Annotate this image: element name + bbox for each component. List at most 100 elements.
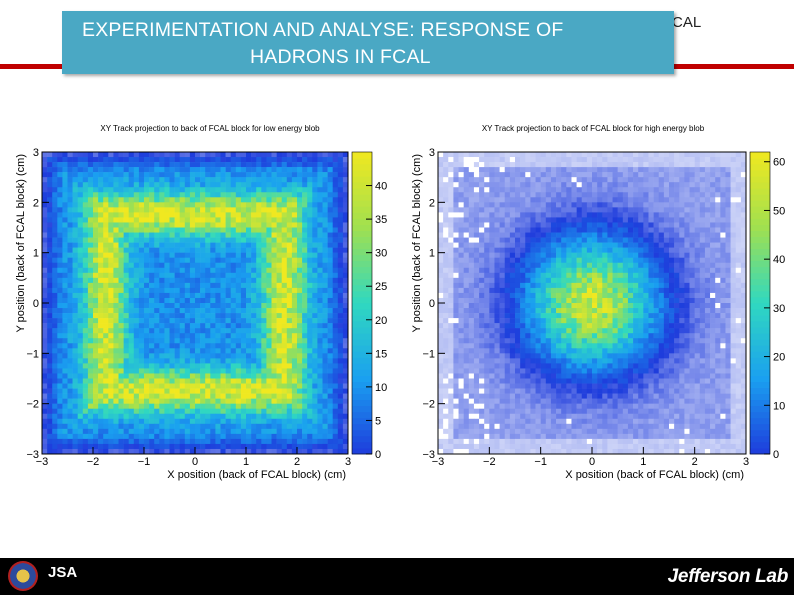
heatmap-cell xyxy=(479,157,485,163)
heatmap-figure: XY Track projection to back of FCAL bloc… xyxy=(15,124,785,481)
heatmap-cell xyxy=(133,398,140,404)
heatmap-cell xyxy=(133,323,140,329)
heatmap-cell xyxy=(179,157,186,163)
heatmap-cell xyxy=(240,358,247,364)
heatmap-cell xyxy=(113,222,119,228)
heatmap-cell xyxy=(77,277,84,284)
heatmap-cell xyxy=(154,242,160,248)
heatmap-cell xyxy=(87,167,94,173)
heatmap-cell xyxy=(144,408,150,415)
heatmap-cell xyxy=(638,187,644,193)
heatmap-cell xyxy=(118,438,124,445)
heatmap-cell xyxy=(653,157,660,163)
heatmap-cell xyxy=(108,373,114,379)
heatmap-cell xyxy=(622,172,629,178)
heatmap-cell xyxy=(453,167,459,173)
heatmap-cell xyxy=(47,157,53,163)
heatmap-cell xyxy=(291,157,298,163)
heatmap-cell xyxy=(128,428,135,435)
heatmap-cell xyxy=(648,232,654,238)
heatmap-cell xyxy=(52,408,58,415)
heatmap-cell xyxy=(566,252,572,258)
heatmap-cell xyxy=(704,217,711,223)
heatmap-cell xyxy=(592,232,598,238)
heatmap-cell xyxy=(317,167,323,173)
heatmap-cell xyxy=(261,152,267,158)
heatmap-cell xyxy=(266,297,272,304)
heatmap-cell xyxy=(643,152,649,158)
heatmap-cell xyxy=(286,287,293,294)
heatmap-cell xyxy=(271,197,277,203)
heatmap-cell xyxy=(200,197,206,203)
heatmap-cell xyxy=(246,368,252,374)
heatmap-cell xyxy=(291,353,298,359)
heatmap-cell xyxy=(159,388,165,394)
heatmap-cell xyxy=(103,172,109,178)
heatmap-cell xyxy=(317,187,323,193)
heatmap-cell xyxy=(67,383,73,389)
heatmap-cell xyxy=(215,187,221,193)
heatmap-cell xyxy=(52,172,58,178)
heatmap-cell xyxy=(246,172,252,178)
heatmap-cell xyxy=(189,333,196,339)
heatmap-cell xyxy=(184,202,191,208)
heatmap-cell xyxy=(113,192,119,198)
heatmap-cell xyxy=(276,388,282,394)
heatmap-cell xyxy=(230,413,237,420)
heatmap-cell xyxy=(332,257,339,264)
heatmap-cell xyxy=(653,177,660,183)
heatmap-cell xyxy=(189,403,196,409)
heatmap-cell xyxy=(210,443,216,450)
heatmap-cell xyxy=(179,252,186,258)
heatmap-cell xyxy=(195,247,201,253)
heatmap-cell xyxy=(62,338,68,344)
heatmap-cell xyxy=(72,388,78,394)
heatmap-cell xyxy=(251,313,257,319)
heatmap-cell xyxy=(82,287,89,294)
heatmap-cell xyxy=(694,152,701,158)
heatmap-cell xyxy=(261,237,267,243)
heatmap-cell xyxy=(740,212,747,218)
heatmap-cell xyxy=(307,162,313,168)
colorbar-swatch xyxy=(352,188,372,195)
heatmap-cell xyxy=(342,167,349,173)
heatmap-cell xyxy=(240,257,247,264)
heatmap-cell xyxy=(230,353,237,359)
heatmap-cell xyxy=(205,222,211,228)
heatmap-cell xyxy=(337,157,344,163)
heatmap-cell xyxy=(256,318,262,324)
heatmap-cell xyxy=(494,242,500,248)
heatmap-cell xyxy=(337,323,344,329)
heatmap-cell xyxy=(82,262,89,269)
heatmap-cell xyxy=(128,232,135,238)
heatmap-cell xyxy=(57,438,63,445)
heatmap-cell xyxy=(200,242,206,248)
heatmap-cell xyxy=(225,247,231,253)
heatmap-cell xyxy=(98,318,104,324)
heatmap-cell xyxy=(98,383,104,389)
heatmap-cell xyxy=(87,267,94,274)
heatmap-cell xyxy=(144,287,150,294)
heatmap-cell xyxy=(169,328,175,334)
heatmap-cell xyxy=(276,398,282,404)
heatmap-cell xyxy=(184,187,191,193)
heatmap-cell xyxy=(669,252,675,258)
heatmap-cell xyxy=(62,162,68,168)
heatmap-cell xyxy=(210,267,216,274)
heatmap-cell xyxy=(581,187,588,193)
heatmap-cell xyxy=(42,353,48,359)
heatmap-cell xyxy=(327,398,333,404)
heatmap-cell xyxy=(67,343,73,349)
heatmap-cell xyxy=(581,202,588,208)
heatmap-cell xyxy=(297,222,303,228)
heatmap-cell xyxy=(184,438,191,445)
heatmap-cell xyxy=(149,378,155,384)
heatmap-cell xyxy=(210,162,216,168)
heatmap-cell xyxy=(144,393,150,399)
heatmap-cell xyxy=(52,202,58,208)
heatmap-cell xyxy=(291,212,298,218)
colorbar-swatch xyxy=(352,447,372,455)
heatmap-cell xyxy=(607,172,613,178)
heatmap-cell xyxy=(276,267,282,274)
heatmap-cell xyxy=(291,297,298,304)
